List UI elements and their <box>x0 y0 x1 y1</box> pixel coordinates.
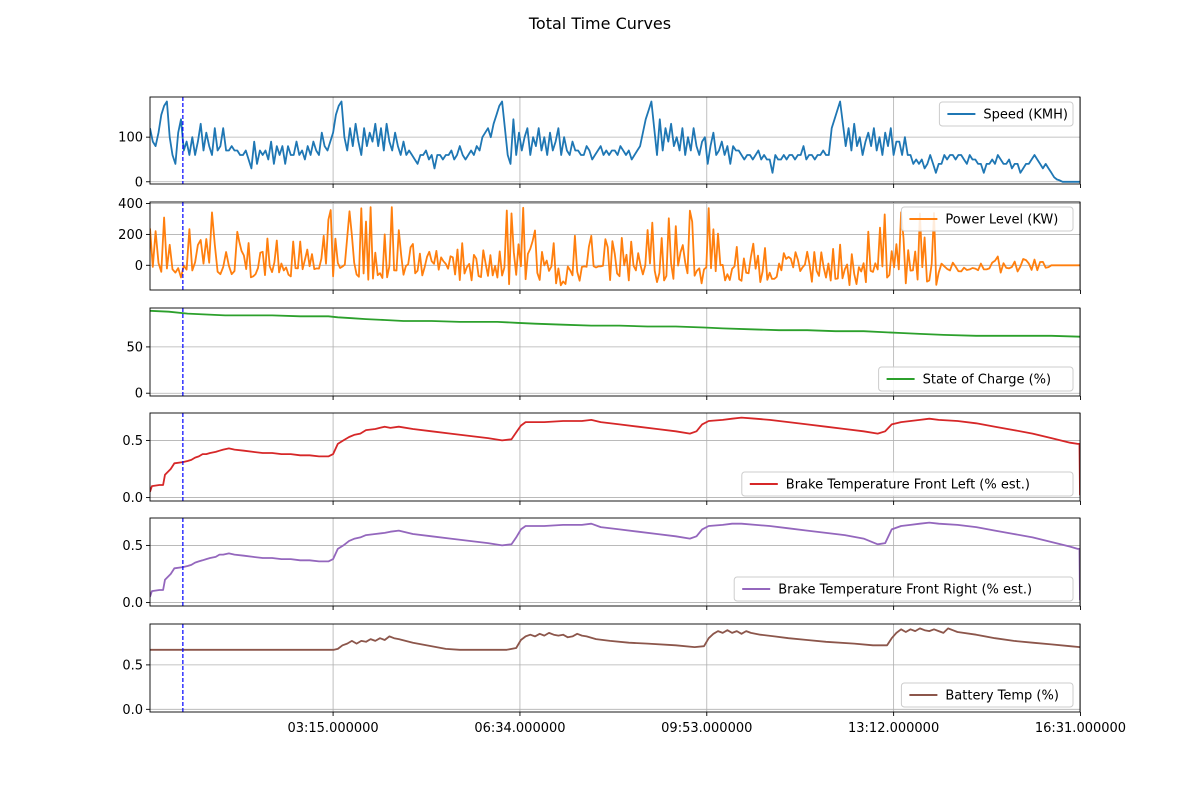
legend: State of Charge (%) <box>878 366 1074 392</box>
panel-6: 0.0 0.5 Battery Temp (%) <box>122 623 1081 718</box>
y-tick-label: 0.5 <box>122 434 143 449</box>
legend-label: Speed (KMH) <box>983 108 1068 123</box>
panel-4: 0.0 0.5 Brake Temperature Front Left (% es… <box>122 412 1081 506</box>
series-line-5 <box>150 521 1080 601</box>
series-line-4 <box>150 416 1080 496</box>
y-tick-label: 0 <box>135 259 143 274</box>
legend: Power Level (KW) <box>900 206 1074 232</box>
y-tick-label: 0 <box>135 175 143 190</box>
legend-label: Power Level (KW) <box>945 213 1058 228</box>
axes-frame <box>149 623 1081 713</box>
y-tick-label: 200 <box>118 228 143 243</box>
series-line-3 <box>150 309 1080 338</box>
legend-box <box>900 206 1074 232</box>
legend-label: State of Charge (%) <box>923 373 1051 388</box>
y-tick-label: 100 <box>118 131 143 146</box>
legend: Brake Temperature Front Left (% est.) <box>741 471 1074 497</box>
axes-frame <box>149 412 1081 502</box>
series-line-1 <box>150 100 1080 183</box>
legend-box <box>900 682 1074 708</box>
axes-frame <box>149 517 1081 607</box>
axes-frame <box>149 96 1081 185</box>
panel-2: 0 200 400 Power Level (KW) <box>118 197 1081 294</box>
panel-5: 0.0 0.5 Brake Temperature Front Right (% e… <box>122 517 1081 611</box>
axes-frame <box>149 201 1081 291</box>
legend-label: Brake Temperature Front Right (% est.) <box>778 583 1032 598</box>
axes-frame <box>149 307 1081 397</box>
panel-1: 0 100 Speed (KMH) <box>118 96 1081 190</box>
y-tick-label: 50 <box>126 340 143 355</box>
legend: Battery Temp (%) <box>900 682 1074 708</box>
series-line-6 <box>150 627 1080 651</box>
legend-box <box>938 101 1074 127</box>
legend-box <box>741 471 1074 497</box>
legend-box <box>733 576 1074 602</box>
x-tick-label: 06:34.000000 <box>474 721 565 736</box>
legend-box <box>878 366 1074 392</box>
y-tick-label: 0 <box>135 387 143 402</box>
panel-3: 0 50 State of Charge (%) <box>126 307 1081 402</box>
legend-label: Battery Temp (%) <box>945 689 1059 704</box>
x-tick-label: 09:53.000000 <box>661 721 752 736</box>
x-tick-label: 03:15.000000 <box>287 721 378 736</box>
legend-label: Brake Temperature Front Left (% est.) <box>786 478 1030 493</box>
x-tick-label: 13:12.000000 <box>848 721 939 736</box>
legend: Speed (KMH) <box>938 101 1074 127</box>
y-tick-label: 0.0 <box>122 491 143 506</box>
y-tick-label: 400 <box>118 197 143 212</box>
y-tick-label: 0.5 <box>122 658 143 673</box>
y-tick-label: 0.0 <box>122 596 143 611</box>
y-tick-label: 0.0 <box>122 703 143 718</box>
y-tick-label: 0.5 <box>122 539 143 554</box>
legend: Brake Temperature Front Right (% est.) <box>733 576 1074 602</box>
figure-title: Total Time Curves <box>528 14 672 33</box>
x-tick-label: 16:31.000000 <box>1035 721 1126 736</box>
